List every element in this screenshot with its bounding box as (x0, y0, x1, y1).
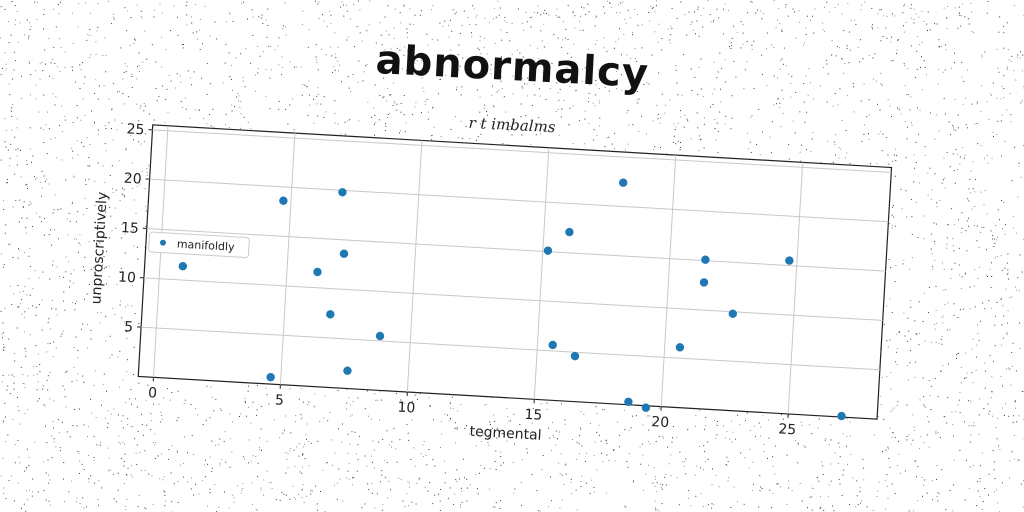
grid-line-y (152, 129, 892, 173)
plot-frame (137, 124, 893, 420)
x-tick-label: 0 (148, 385, 158, 401)
y-axis-label: unproscriptively (88, 191, 110, 304)
data-point (837, 411, 846, 421)
grid-line-y (149, 178, 889, 223)
y-axis-ticks: 5 10 15 20 25 (118, 121, 153, 336)
grid-line-y (146, 228, 886, 272)
legend: manifoldly (148, 231, 250, 258)
legend-box (148, 231, 250, 258)
x-axis-label: tegmental (469, 424, 542, 444)
data-point (543, 246, 553, 255)
data-point (565, 227, 574, 237)
y-tick-label: 15 (120, 220, 139, 237)
data-points (178, 178, 846, 421)
legend-label: manifoldly (177, 238, 236, 254)
grid-line-x (279, 133, 296, 385)
data-point (279, 196, 288, 205)
data-point (570, 351, 580, 361)
y-tick-label: 25 (126, 121, 145, 138)
grid-line-y (143, 277, 883, 321)
x-tick-label: 10 (397, 399, 416, 416)
x-tick-label: 20 (651, 414, 670, 431)
data-point (675, 343, 685, 352)
grid-line-y (141, 326, 880, 371)
grid-line-x (660, 155, 677, 407)
data-point (178, 262, 188, 271)
data-point (785, 256, 794, 265)
data-point (375, 331, 385, 341)
data-point (728, 309, 738, 318)
data-point (339, 249, 349, 258)
y-tick-label: 10 (118, 269, 137, 286)
data-point (641, 403, 651, 412)
grid-line-x (406, 140, 423, 393)
data-point (338, 188, 347, 197)
x-tick-label: 25 (778, 421, 797, 438)
data-point (548, 340, 557, 350)
data-point (699, 278, 709, 287)
data-point (624, 397, 633, 406)
x-axis-ticks: 0 5 10 15 20 25 (148, 377, 797, 438)
grid-line-x (787, 162, 804, 414)
legend-marker (159, 239, 166, 246)
plot-area: 0 5 10 15 20 25 5 10 15 20 25 tegmental unproscri… (88, 121, 893, 444)
data-point (266, 372, 275, 382)
x-tick-label: 5 (275, 392, 285, 408)
data-point (313, 267, 322, 277)
data-point (326, 310, 335, 319)
data-point (701, 255, 710, 264)
grid-line-x (533, 147, 550, 400)
data-point (618, 178, 628, 187)
data-point (343, 366, 352, 375)
grid-lines (141, 125, 892, 414)
y-tick-label: 5 (124, 319, 134, 335)
x-tick-label: 15 (524, 407, 543, 424)
y-tick-label: 20 (123, 171, 142, 188)
